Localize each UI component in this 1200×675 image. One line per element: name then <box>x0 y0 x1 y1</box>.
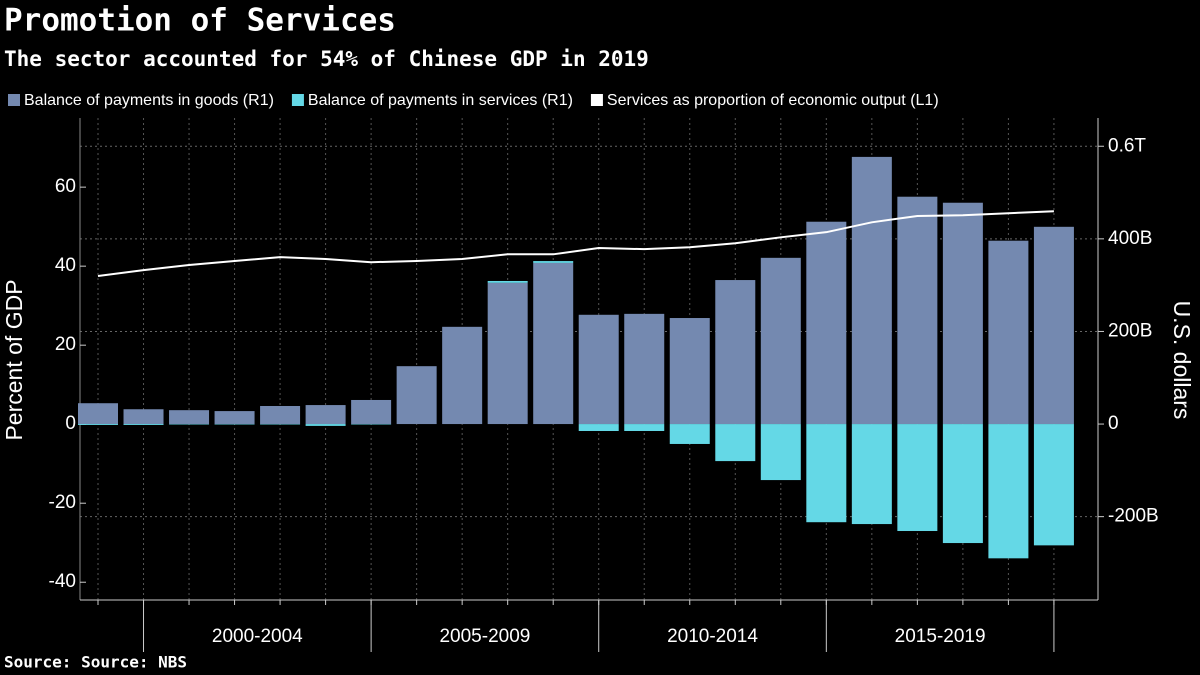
bar <box>851 156 892 425</box>
bar <box>806 221 847 425</box>
legend-label: Services as proportion of economic outpu… <box>607 92 939 109</box>
bar <box>760 257 801 425</box>
y-axis-label: Percent of GDP <box>1 279 27 440</box>
x-group-label: 2015-2019 <box>895 626 986 647</box>
bar <box>214 411 255 425</box>
bar <box>806 424 847 523</box>
legend-swatch <box>590 94 603 106</box>
y2-tick-label: 400B <box>1108 228 1152 249</box>
bar <box>624 313 665 425</box>
bar <box>942 424 983 544</box>
bar <box>396 366 437 425</box>
bar <box>487 282 528 425</box>
y-tick-label: 20 <box>55 334 76 355</box>
y-tick-label: -40 <box>49 571 76 592</box>
bar <box>123 424 164 425</box>
bar <box>78 424 118 425</box>
bar <box>1033 226 1074 425</box>
bar <box>169 410 210 425</box>
legend-label: Balance of payments in services (R1) <box>308 92 573 109</box>
bar <box>533 262 574 425</box>
y-tick-label: 0 <box>65 413 76 434</box>
bar <box>78 403 118 425</box>
legend-swatch <box>8 94 20 106</box>
bar <box>851 424 892 525</box>
bar <box>260 405 301 425</box>
y2-tick-label: 0.6T <box>1108 135 1146 156</box>
bar <box>715 280 756 425</box>
bar <box>578 424 619 431</box>
chart-subtitle: The sector accounted for 54% of Chinese … <box>4 47 649 71</box>
bar <box>897 424 938 532</box>
chart-title: Promotion of Services <box>4 3 396 39</box>
line <box>97 210 1054 278</box>
bar <box>351 399 392 425</box>
bar <box>305 424 346 426</box>
y2-tick-label: 200B <box>1108 320 1152 341</box>
bar <box>487 280 528 283</box>
bar <box>442 326 483 425</box>
bar <box>760 424 801 481</box>
bar <box>624 424 665 431</box>
bar <box>897 196 938 425</box>
y2-tick-label: 0 <box>1108 413 1119 434</box>
y2-axis-label: U.S. dollars <box>1169 301 1195 420</box>
bar <box>669 424 710 444</box>
x-group-label: 2010-2014 <box>667 626 758 647</box>
y2-tick-label: -200B <box>1108 506 1159 527</box>
bar <box>942 202 983 425</box>
bar <box>533 261 574 263</box>
x-group-label: 2000-2004 <box>212 626 303 647</box>
bar <box>669 318 710 425</box>
x-group-label: 2005-2009 <box>439 626 530 647</box>
legend-swatch <box>291 94 304 106</box>
bar <box>305 405 346 425</box>
bar <box>123 409 164 425</box>
bar <box>988 240 1029 425</box>
bar <box>715 424 756 462</box>
y-tick-label: -20 <box>49 492 76 513</box>
y-tick-label: 40 <box>55 255 76 276</box>
y-tick-label: 60 <box>55 176 76 197</box>
source: Source: Source: NBS <box>4 653 187 672</box>
bar <box>988 424 1029 559</box>
legend-label: Balance of payments in goods (R1) <box>24 92 274 109</box>
bar <box>1033 424 1074 546</box>
bar <box>578 314 619 425</box>
